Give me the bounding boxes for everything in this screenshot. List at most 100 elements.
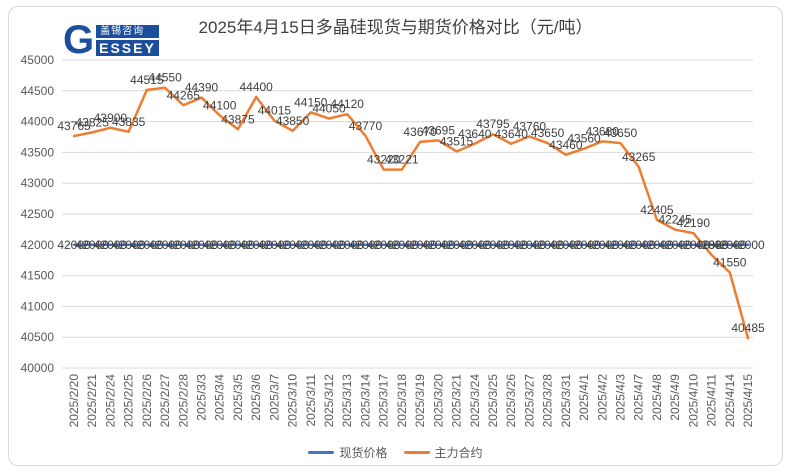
legend-line-swatch-futures	[403, 451, 430, 454]
futures-data-label: 43460	[549, 138, 583, 152]
x-axis-label: 2025/4/10	[686, 374, 700, 428]
x-axis-label: 2025/3/27	[522, 374, 536, 428]
spot-data-label: 42000	[276, 238, 310, 252]
futures-data-label: 43765	[57, 119, 91, 133]
x-axis-label: 2025/3/13	[340, 374, 354, 428]
spot-data-label: 42000	[622, 238, 656, 252]
spot-data-label: 42000	[422, 238, 456, 252]
futures-data-label: 41550	[713, 256, 747, 270]
spot-data-label: 42000	[731, 238, 765, 252]
x-axis-label: 2025/3/26	[504, 374, 518, 428]
futures-data-label: 43695	[422, 123, 456, 137]
logo-en-badge: ESSEY	[96, 39, 159, 56]
x-axis-label: 2025/4/2	[595, 374, 609, 421]
x-axis-label: 2025/2/26	[140, 374, 154, 428]
x-axis-label: 2025/3/24	[468, 374, 482, 428]
legend-item-spot: 现货价格	[308, 444, 388, 461]
spot-data-label: 42000	[312, 238, 346, 252]
spot-data-label: 42000	[458, 238, 492, 252]
x-axis-label: 2025/3/19	[413, 374, 427, 428]
spot-data-label: 42000	[476, 238, 510, 252]
spot-data-label: 42000	[549, 238, 583, 252]
futures-data-label: 43221	[385, 153, 419, 167]
futures-data-label: 43220	[367, 153, 401, 167]
x-axis-label: 2025/3/6	[249, 374, 263, 421]
futures-data-label: 43265	[622, 150, 656, 164]
x-axis-label: 2025/2/25	[122, 374, 136, 428]
y-axis-label: 40500	[21, 330, 55, 344]
futures-data-label: 44550	[148, 71, 182, 85]
spot-data-label: 42000	[221, 238, 255, 252]
spot-data-label: 42000	[367, 238, 401, 252]
spot-data-label: 42000	[495, 238, 529, 252]
futures-data-label: 43640	[495, 127, 529, 141]
futures-data-label: 43650	[604, 126, 638, 140]
x-axis-label: 2025/3/5	[231, 374, 245, 421]
legend-line-swatch-spot	[308, 451, 335, 454]
futures-data-label: 43835	[112, 115, 146, 129]
x-axis-label: 2025/3/25	[486, 374, 500, 428]
y-axis-label: 45000	[21, 53, 55, 67]
spot-data-label: 42000	[403, 238, 437, 252]
spot-data-label: 42000	[112, 238, 146, 252]
legend-label-futures: 主力合约	[434, 446, 483, 460]
x-axis-label: 2025/3/31	[559, 374, 573, 428]
futures-data-label: 43680	[586, 124, 620, 138]
futures-data-label: 43770	[349, 119, 383, 133]
spot-data-label: 42000	[258, 238, 292, 252]
spot-data-label: 42000	[567, 238, 601, 252]
futures-data-label: 43875	[221, 112, 255, 126]
x-axis-label: 2025/3/14	[358, 374, 372, 428]
futures-data-label: 44015	[258, 104, 292, 118]
spot-data-label: 42000	[57, 238, 91, 252]
futures-data-label: 44120	[331, 97, 365, 111]
gessey-logo: G 盖锡咨询 ESSEY	[63, 20, 159, 60]
x-axis-label: 2025/3/3	[195, 374, 209, 421]
spot-data-label: 42000	[349, 238, 383, 252]
futures-data-label: 43760	[513, 119, 547, 133]
x-axis-label: 2025/2/24	[103, 374, 117, 428]
x-axis-label: 2025/3/4	[213, 374, 227, 421]
futures-data-label: 43560	[567, 132, 601, 146]
futures-data-label: 42405	[640, 203, 674, 217]
futures-data-label: 44265	[167, 88, 201, 102]
futures-data-label: 43795	[476, 117, 510, 131]
x-axis-label: 2025/2/21	[85, 374, 99, 428]
spot-data-label: 42000	[604, 238, 638, 252]
spot-data-label: 42000	[239, 238, 273, 252]
y-axis-label: 40000	[21, 361, 55, 375]
x-axis-label: 2025/3/12	[322, 374, 336, 428]
spot-data-label: 42000	[531, 238, 565, 252]
x-axis-label: 2025/4/14	[723, 374, 737, 428]
futures-data-label: 44100	[203, 98, 237, 112]
spot-data-label: 42000	[148, 238, 182, 252]
spot-data-label: 42000	[658, 238, 692, 252]
x-axis-label: 2025/3/10	[286, 374, 300, 428]
spot-data-label: 42000	[331, 238, 365, 252]
x-axis-label: 2025/4/8	[650, 374, 664, 421]
legend-item-futures: 主力合约	[403, 444, 483, 461]
y-axis-label: 43500	[21, 145, 55, 159]
futures-data-label: 43640	[458, 127, 492, 141]
y-axis-label: 41500	[21, 269, 55, 283]
futures-data-label: 41835	[695, 238, 729, 252]
futures-data-label: 43670	[403, 125, 437, 139]
futures-data-label: 40485	[731, 321, 765, 335]
spot-data-label: 42000	[677, 238, 711, 252]
logo-text-column: 盖锡咨询 ESSEY	[96, 24, 159, 56]
x-axis-label: 2025/4/3	[613, 374, 627, 421]
futures-data-label: 44390	[185, 81, 219, 95]
spot-data-label: 42000	[640, 238, 674, 252]
logo-cn-badge: 盖锡咨询	[96, 24, 159, 38]
spot-data-label: 42000	[203, 238, 237, 252]
x-axis-label: 2025/4/11	[705, 374, 719, 427]
x-axis-label: 2025/4/15	[741, 374, 755, 428]
spot-data-label: 42000	[130, 238, 164, 252]
x-axis-label: 2025/3/7	[267, 374, 281, 421]
spot-data-label: 42000	[713, 238, 747, 252]
chart-frame	[8, 6, 783, 466]
futures-price-line	[72, 86, 750, 340]
x-axis-label: 2025/4/1	[577, 374, 591, 421]
y-axis-label: 42000	[21, 238, 55, 252]
